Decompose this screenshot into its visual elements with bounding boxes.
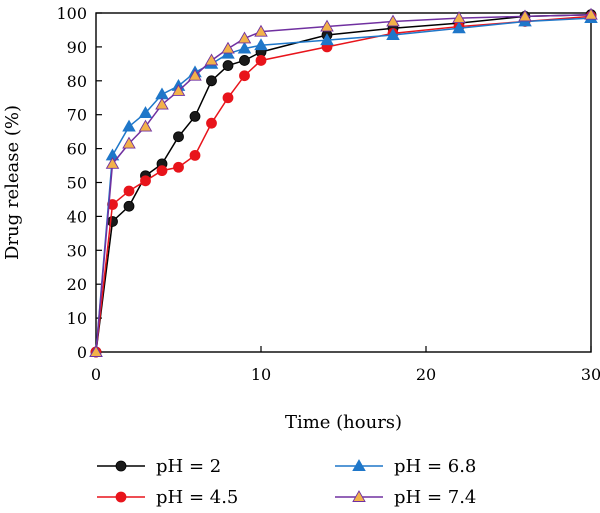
legend-entry: pH = 2	[97, 456, 221, 477]
data-point	[222, 60, 234, 71]
data-point	[204, 53, 219, 66]
data-point	[138, 106, 153, 118]
series-4	[89, 7, 598, 357]
data-point	[518, 9, 532, 22]
legend-label: pH = 4.5	[156, 487, 238, 508]
data-point	[122, 136, 136, 149]
data-point	[89, 345, 103, 357]
data-point	[239, 70, 250, 82]
legend-label: pH = 2	[156, 456, 221, 477]
y-tick-label: 40	[67, 207, 87, 226]
axes: 0 10 20 30 40 50 60 70 80 90 100 0 10 20 30	[56, 4, 600, 384]
data-point	[173, 131, 184, 143]
series-layer	[89, 7, 598, 358]
plot-frame	[95, 12, 592, 353]
legend-entry: pH = 6.8	[335, 456, 476, 477]
y-tick-label: 50	[67, 174, 87, 193]
legend-label: pH = 7.4	[394, 487, 476, 508]
y-tick-label: 0	[77, 343, 87, 362]
data-point	[107, 199, 118, 210]
data-point	[386, 14, 400, 27]
data-point	[320, 33, 334, 46]
legend-marker	[352, 490, 366, 502]
data-point	[155, 97, 169, 110]
series-line	[95, 15, 592, 353]
legend-marker	[115, 491, 127, 503]
data-point	[123, 200, 135, 212]
data-point	[173, 161, 184, 173]
data-point	[206, 117, 217, 129]
data-point	[206, 75, 217, 87]
data-point	[452, 11, 466, 24]
data-point	[254, 38, 268, 51]
x-tick-label: 0	[91, 365, 101, 384]
data-point	[122, 119, 136, 132]
data-point	[452, 21, 466, 34]
y-tick-label: 70	[67, 106, 87, 125]
y-tick-label: 20	[67, 275, 87, 294]
data-point	[584, 7, 598, 20]
legend-entry: pH = 7.4	[335, 487, 476, 508]
series-3	[89, 11, 598, 357]
series-line	[95, 13, 592, 353]
series-line	[95, 17, 592, 353]
data-point	[221, 41, 235, 54]
x-tick-label: 20	[416, 365, 436, 384]
data-point	[237, 31, 252, 44]
y-axis-title: Drug release (%)	[2, 105, 23, 260]
legend-marker	[352, 459, 366, 471]
data-point	[140, 175, 151, 187]
data-point	[237, 41, 252, 54]
data-point	[155, 87, 169, 100]
y-tick-label: 80	[67, 72, 87, 91]
data-point	[188, 68, 202, 81]
data-point	[222, 92, 234, 104]
y-tick-label: 90	[67, 38, 87, 57]
data-point	[189, 110, 201, 122]
y-tick-label: 10	[67, 309, 87, 328]
series-line	[95, 13, 592, 353]
y-tick-label: 60	[67, 140, 87, 159]
series-1	[90, 9, 597, 358]
y-tick-label: 100	[56, 4, 87, 23]
data-point	[105, 156, 120, 169]
legend-label: pH = 6.8	[394, 456, 476, 477]
x-axis-title: Time (hours)	[285, 412, 402, 433]
data-point	[255, 55, 267, 66]
data-point	[107, 216, 118, 227]
data-point	[156, 165, 168, 177]
series-2	[90, 10, 597, 358]
legend-marker	[115, 460, 127, 472]
data-point	[254, 24, 268, 37]
data-point	[189, 149, 201, 161]
x-tick-label: 10	[251, 365, 271, 384]
data-point	[386, 28, 400, 40]
legend: pH = 2 pH = 6.8 pH = 4.5 pH = 7.4	[97, 456, 476, 508]
data-point	[239, 55, 250, 66]
data-point	[123, 185, 135, 197]
x-tick-label: 30	[581, 365, 600, 384]
data-point	[171, 84, 186, 96]
y-tick-label: 30	[67, 241, 87, 260]
data-point	[138, 119, 153, 132]
data-point	[320, 19, 334, 32]
legend-entry: pH = 4.5	[97, 487, 238, 508]
